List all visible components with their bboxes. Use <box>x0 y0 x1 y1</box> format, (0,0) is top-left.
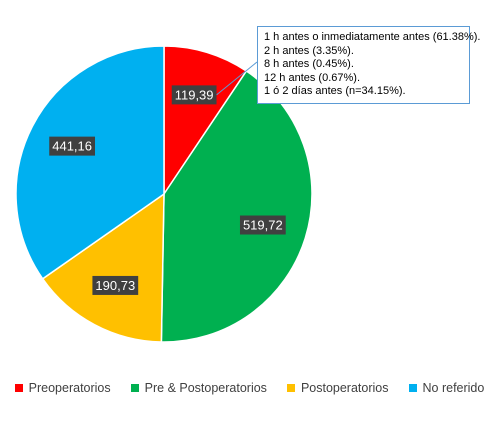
data-label-no-referido: 441,16 <box>52 139 92 154</box>
data-label-background <box>92 275 139 295</box>
pie-data-labels: 119,39 519,72 190,73 441,16 <box>49 85 286 295</box>
data-label-pre-postoperatorios: 519,72 <box>243 218 283 233</box>
legend-label: Preoperatorios <box>28 381 111 395</box>
legend-item-postoperatorios: Postoperatorios <box>286 381 389 395</box>
legend-swatch <box>14 384 23 392</box>
legend-swatch <box>408 384 417 392</box>
pie-slices <box>15 45 313 343</box>
legend-label: Pre & Postoperatorios <box>144 381 267 395</box>
legend-item-no-referido: No referido <box>408 381 485 395</box>
annotation-line: 8 h antes (0.45%). <box>264 58 354 70</box>
annotation-line: 1 ó 2 días antes (n=34.15%). <box>264 85 406 97</box>
legend-label: No referido <box>422 381 485 395</box>
data-label-background <box>239 215 286 235</box>
legend-item-preoperatorios: Preoperatorios <box>14 381 111 395</box>
pie-slice-pre-postoperatorios <box>160 69 313 343</box>
annotation-line: 12 h antes (0.67%). <box>264 71 361 84</box>
legend-item-pre-postoperatorios: Pre & Postoperatorios <box>130 381 267 395</box>
data-label-preoperatorios: 119,39 <box>175 87 214 102</box>
annotation-line: 2 h antes (3.35%). <box>264 44 354 57</box>
legend-swatch <box>130 384 139 392</box>
data-label-postoperatorios: 190,73 <box>95 278 135 293</box>
data-label-background <box>171 85 217 105</box>
annotation-box: 1 h antes o inmediatamente antes (61.38%… <box>257 26 481 104</box>
pie-slice-no-referido <box>15 45 165 280</box>
annotation-line: 1 h antes o inmediatamente antes (61.38%… <box>264 31 481 43</box>
legend-swatch <box>286 384 295 392</box>
annotation-connector-line <box>216 61 258 96</box>
legend-label: Postoperatorios <box>300 381 389 395</box>
annotation-connector <box>216 61 258 96</box>
pie-slice-postoperatorios <box>41 192 165 343</box>
chart-legend: Preoperatorios Pre & Postoperatorios Pos… <box>0 378 499 398</box>
data-label-background <box>49 136 96 156</box>
pie-slice-preoperatorios <box>163 45 248 197</box>
